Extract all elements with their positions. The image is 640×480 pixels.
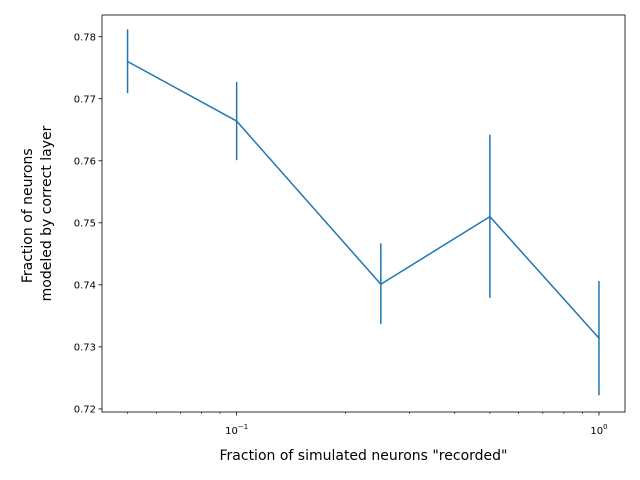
data-point-0-3 [488, 215, 491, 218]
y-tick-label-3: 0.75 [74, 218, 96, 229]
y-tick-label-4: 0.76 [74, 156, 96, 167]
x-tick-label-exponent-0: −1 [238, 423, 248, 431]
data-point-0-1 [235, 120, 238, 122]
y-tick-label-0: 0.72 [74, 404, 96, 415]
x-tick-label-1: 100 [590, 423, 607, 437]
y-axis-label: Fraction of neurons modeled by correct l… [20, 125, 55, 301]
y-tick-label-6: 0.78 [74, 32, 96, 43]
y-tick-label-5: 0.77 [74, 94, 96, 105]
y-tick-label-2: 0.74 [74, 280, 96, 291]
data-point-0-0 [126, 60, 129, 63]
x-tick-label-base-0: 10 [225, 426, 238, 437]
y-axis-label-line-2: modeled by correct layer [39, 125, 55, 301]
data-point-0-4 [598, 337, 600, 340]
x-axis-label: Fraction of simulated neurons "recorded" [220, 448, 508, 464]
x-tick-label-exponent-1: 0 [603, 423, 607, 431]
x-tick-label-base-1: 10 [590, 426, 603, 437]
axes-frame [101, 14, 626, 413]
x-tick-label-0: 10−1 [225, 423, 248, 437]
y-tick-label-1: 0.73 [74, 342, 96, 353]
y-axis-label-line-1: Fraction of neurons [20, 148, 36, 283]
data-point-0-2 [379, 283, 382, 286]
plot-layer [126, 29, 600, 396]
